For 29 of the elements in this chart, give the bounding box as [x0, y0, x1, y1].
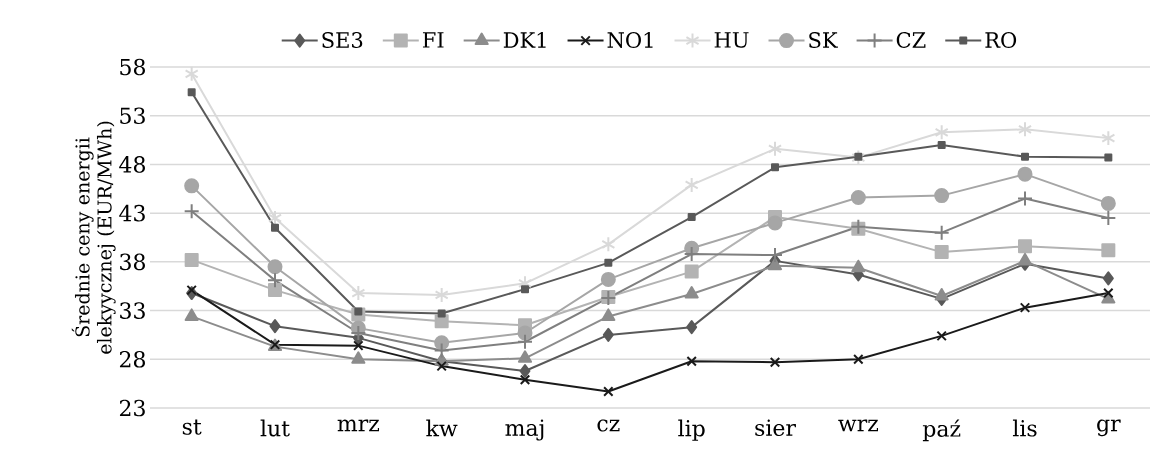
x-tick-label: paź — [922, 419, 961, 442]
y-tick-label: 43 — [119, 204, 145, 222]
legend-label: CZ — [896, 32, 926, 48]
y-axis-title: Średnie ceny energii elekyycznej (EUR/MWh) — [71, 121, 116, 354]
y-tick-label: 53 — [120, 107, 145, 125]
x-tick-label: lis — [1012, 419, 1037, 437]
y-tick-label: 38 — [120, 253, 145, 271]
x-tick-label: wrz — [838, 419, 879, 432]
y-tick-label: 48 — [119, 156, 145, 173]
x-tick-label: lut — [260, 419, 290, 437]
legend-label: FI — [422, 32, 444, 48]
x-tick-label: maj — [505, 419, 544, 441]
x-tick-label: mrz — [337, 419, 380, 432]
legend-label: SK — [809, 32, 838, 48]
y-tick-label: 28 — [119, 350, 145, 368]
x-tick-label: sier — [755, 419, 796, 437]
y-tick-label: 33 — [120, 302, 145, 319]
x-tick-label: kw — [426, 419, 458, 437]
legend-label: SE3 — [322, 32, 363, 48]
legend-label: RO — [985, 32, 1017, 48]
x-tick-label: lip — [678, 419, 705, 441]
x-tick-label: st — [182, 419, 202, 435]
legend-label: HU — [714, 32, 749, 48]
y-tick-label: 23 — [119, 399, 145, 417]
legend-label: NO1 — [607, 32, 653, 48]
x-tick-label: cz — [597, 419, 620, 432]
legend-label: DK1 — [503, 32, 546, 48]
y-tick-label: 58 — [120, 58, 145, 76]
x-tick-label: gr — [1097, 419, 1121, 437]
